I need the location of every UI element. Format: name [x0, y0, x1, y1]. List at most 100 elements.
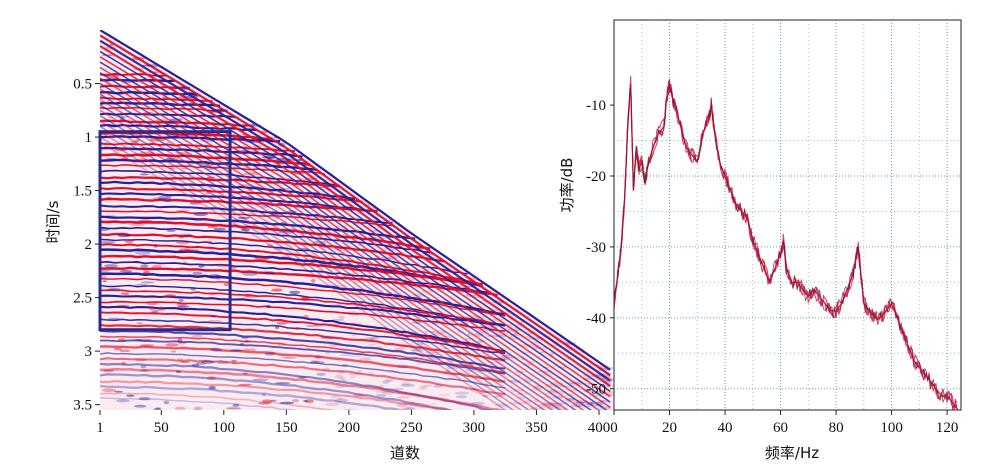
noise-mark: [421, 289, 435, 293]
noise-mark: [124, 239, 134, 244]
noise-mark: [344, 293, 351, 295]
noise-mark: [584, 384, 595, 388]
noise-mark: [272, 246, 289, 250]
reflection-event: [100, 272, 506, 316]
noise-mark: [182, 261, 188, 264]
noise-mark: [553, 391, 567, 395]
reflection-event: [100, 384, 408, 410]
noise-mark: [584, 374, 592, 378]
noise-mark: [348, 265, 360, 269]
noise-mark: [422, 384, 433, 387]
noise-mark: [134, 260, 140, 264]
noise-mark: [193, 219, 204, 222]
noise-mark: [345, 272, 355, 277]
noise-mark: [353, 301, 364, 305]
noise-mark: [140, 281, 155, 284]
x-tick-label: 100: [213, 420, 236, 436]
y-tick-label: -30: [586, 240, 606, 256]
noise-mark: [410, 402, 424, 405]
linear-event: [100, 50, 611, 393]
noise-mark: [292, 399, 300, 403]
noise-mark: [268, 211, 282, 216]
reflection-event: [100, 345, 506, 383]
noise-mark: [541, 372, 553, 377]
noise-mark: [295, 159, 304, 162]
noise-mark: [363, 337, 379, 340]
noise-mark: [263, 271, 276, 275]
noise-mark: [468, 283, 478, 288]
noise-mark: [519, 344, 533, 348]
noise-mark: [430, 333, 447, 336]
noise-mark: [280, 222, 287, 224]
noise-mark: [510, 333, 527, 337]
noise-mark: [486, 361, 502, 364]
noise-mark: [453, 354, 462, 358]
noise-mark: [191, 363, 200, 367]
noise-mark: [381, 391, 395, 395]
noise-mark: [107, 125, 118, 128]
noise-mark: [404, 400, 416, 404]
noise-mark: [236, 150, 251, 153]
noise-mark: [266, 156, 277, 159]
noise-mark: [196, 362, 207, 365]
noise-mark: [134, 283, 148, 287]
noise-mark: [456, 289, 470, 293]
noise-mark: [334, 385, 345, 389]
x-tick-label: 0: [610, 420, 618, 436]
noise-mark: [136, 322, 143, 325]
noise-mark: [523, 379, 533, 383]
noise-mark: [305, 178, 315, 181]
reflection-event: [100, 305, 506, 353]
noise-mark: [192, 271, 203, 276]
noise-mark: [166, 230, 176, 232]
noise-mark: [572, 401, 584, 405]
noise-mark: [507, 352, 513, 356]
noise-mark: [338, 247, 353, 252]
noise-mark: [217, 361, 230, 365]
noise-mark: [333, 247, 344, 251]
noise-mark: [334, 374, 344, 379]
noise-mark: [237, 208, 254, 210]
noise-mark: [110, 135, 116, 138]
noise-mark: [139, 344, 154, 347]
noise-mark: [450, 371, 461, 375]
noise-mark: [134, 158, 148, 162]
noise-mark: [261, 204, 270, 208]
noise-mark: [424, 351, 438, 354]
noise-mark: [101, 388, 117, 393]
x-tick-label: 350: [525, 420, 548, 436]
noise-mark: [401, 335, 410, 339]
noise-mark: [520, 351, 532, 354]
noise-mark: [310, 360, 319, 363]
noise-mark: [286, 210, 298, 214]
y-tick-label: -10: [586, 98, 606, 114]
noise-mark: [225, 257, 240, 261]
noise-mark: [331, 318, 345, 322]
noise-mark: [193, 212, 208, 217]
noise-mark: [184, 256, 198, 259]
noise-mark: [250, 123, 262, 128]
noise-mark: [557, 366, 569, 369]
noise-mark: [371, 280, 380, 285]
noise-mark: [347, 373, 363, 376]
noise-mark: [425, 320, 441, 323]
noise-mark: [106, 196, 112, 200]
noise-mark: [271, 140, 277, 143]
x-tick-label: 300: [463, 420, 486, 436]
noise-mark: [106, 74, 119, 79]
noise-mark: [494, 403, 509, 407]
noise-mark: [485, 335, 502, 337]
noise-mark: [385, 234, 394, 237]
noise-mark: [380, 355, 391, 359]
noise-mark: [170, 350, 177, 353]
noise-mark: [433, 384, 444, 389]
noise-mark: [308, 288, 317, 290]
noise-mark: [530, 341, 543, 344]
noise-mark: [138, 219, 153, 223]
noise-mark: [493, 395, 503, 398]
noise-mark: [190, 287, 196, 291]
noise-mark: [444, 269, 455, 273]
noise-mark: [565, 394, 574, 397]
noise-mark: [375, 215, 381, 219]
noise-mark: [533, 399, 540, 403]
